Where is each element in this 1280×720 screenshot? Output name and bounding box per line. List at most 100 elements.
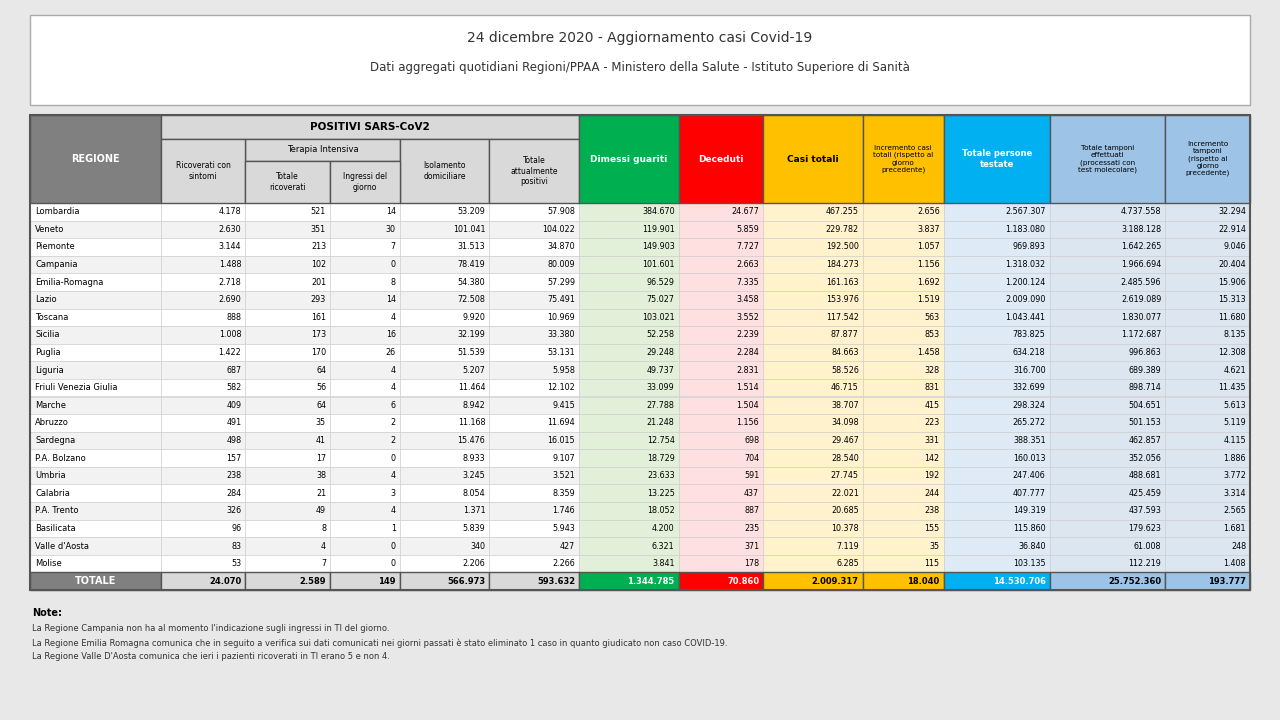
Bar xyxy=(246,326,330,343)
Text: 969.893: 969.893 xyxy=(1012,243,1046,251)
Bar xyxy=(678,115,763,203)
Text: Marche: Marche xyxy=(35,401,67,410)
Text: 1.746: 1.746 xyxy=(553,506,575,516)
Text: Totale persone
testate: Totale persone testate xyxy=(961,149,1032,168)
Bar xyxy=(330,361,399,379)
Text: 53.131: 53.131 xyxy=(548,348,575,357)
Bar xyxy=(1165,291,1251,309)
Bar xyxy=(678,256,763,274)
Bar xyxy=(246,291,330,309)
Text: 4: 4 xyxy=(321,541,326,551)
Bar xyxy=(1165,256,1251,274)
Text: 831: 831 xyxy=(924,383,940,392)
Text: 332.699: 332.699 xyxy=(1012,383,1046,392)
Text: Incremento casi
totali (rispetto al
giorno
precedente): Incremento casi totali (rispetto al gior… xyxy=(873,145,933,173)
Text: 103.021: 103.021 xyxy=(643,313,675,322)
Bar xyxy=(489,485,579,502)
Bar xyxy=(399,397,489,414)
Text: 498: 498 xyxy=(227,436,242,445)
Text: 1.488: 1.488 xyxy=(219,260,242,269)
Text: 15.906: 15.906 xyxy=(1219,278,1245,287)
Text: 689.389: 689.389 xyxy=(1129,366,1161,374)
Text: 1.183.080: 1.183.080 xyxy=(1006,225,1046,234)
Bar xyxy=(161,467,246,485)
Text: 2.009.317: 2.009.317 xyxy=(812,577,859,585)
Text: 8.933: 8.933 xyxy=(463,454,485,462)
Bar xyxy=(1165,274,1251,291)
Bar xyxy=(943,379,1050,397)
Bar xyxy=(579,326,678,343)
Text: 1.371: 1.371 xyxy=(463,506,485,516)
Text: 49.737: 49.737 xyxy=(646,366,675,374)
Text: La Regione Valle D'Aosta comunica che ieri i pazienti ricoverati in TI erano 5 e: La Regione Valle D'Aosta comunica che ie… xyxy=(32,652,390,661)
Bar xyxy=(763,449,863,467)
Bar xyxy=(863,220,943,238)
Text: 4.115: 4.115 xyxy=(1224,436,1245,445)
Text: 491: 491 xyxy=(227,418,242,428)
Bar xyxy=(943,326,1050,343)
Text: 1.886: 1.886 xyxy=(1224,454,1245,462)
Text: 192.500: 192.500 xyxy=(826,243,859,251)
Text: 244: 244 xyxy=(924,489,940,498)
Bar xyxy=(579,379,678,397)
Text: 14: 14 xyxy=(385,207,396,216)
Bar xyxy=(863,520,943,537)
Bar xyxy=(678,238,763,256)
Bar xyxy=(489,291,579,309)
Bar xyxy=(489,361,579,379)
Text: 3.552: 3.552 xyxy=(736,313,759,322)
Bar xyxy=(246,203,330,220)
Bar xyxy=(1050,449,1165,467)
Bar xyxy=(763,432,863,449)
Text: 58.526: 58.526 xyxy=(831,366,859,374)
Bar xyxy=(579,414,678,432)
Text: 1.692: 1.692 xyxy=(916,278,940,287)
Bar xyxy=(489,555,579,572)
Text: 15.313: 15.313 xyxy=(1219,295,1245,305)
Bar xyxy=(763,520,863,537)
Text: 0: 0 xyxy=(390,454,396,462)
Text: 371: 371 xyxy=(744,541,759,551)
Text: 16.015: 16.015 xyxy=(548,436,575,445)
Text: 115: 115 xyxy=(924,559,940,568)
Text: P.A. Bolzano: P.A. Bolzano xyxy=(35,454,86,462)
Bar xyxy=(246,555,330,572)
Text: 437.593: 437.593 xyxy=(1129,506,1161,516)
Bar xyxy=(579,203,678,220)
Text: 2.690: 2.690 xyxy=(219,295,242,305)
Bar xyxy=(161,449,246,467)
Text: 53.209: 53.209 xyxy=(457,207,485,216)
Text: 425.459: 425.459 xyxy=(1129,489,1161,498)
Bar xyxy=(246,161,330,203)
Text: 783.825: 783.825 xyxy=(1012,330,1046,339)
Text: 161: 161 xyxy=(311,313,326,322)
Text: 35: 35 xyxy=(316,418,326,428)
Text: 70.860: 70.860 xyxy=(727,577,759,585)
Bar xyxy=(161,256,246,274)
Bar xyxy=(330,326,399,343)
Text: Ricoverati con
sintomi: Ricoverati con sintomi xyxy=(175,161,230,181)
Bar xyxy=(943,309,1050,326)
Text: 3: 3 xyxy=(390,489,396,498)
Bar xyxy=(1165,309,1251,326)
Text: 32.294: 32.294 xyxy=(1219,207,1245,216)
Bar xyxy=(943,520,1050,537)
Text: 192: 192 xyxy=(924,471,940,480)
Text: 1.504: 1.504 xyxy=(736,401,759,410)
Bar xyxy=(1050,238,1165,256)
Bar xyxy=(1165,449,1251,467)
Text: 284: 284 xyxy=(227,489,242,498)
Text: 83: 83 xyxy=(232,541,242,551)
Bar xyxy=(678,274,763,291)
Text: 22.914: 22.914 xyxy=(1219,225,1245,234)
Text: 101.601: 101.601 xyxy=(643,260,675,269)
Bar xyxy=(489,326,579,343)
Text: Valle d'Aosta: Valle d'Aosta xyxy=(35,541,90,551)
Bar xyxy=(399,537,489,555)
Text: 11.435: 11.435 xyxy=(1219,383,1245,392)
Text: La Regione Emilia Romagna comunica che in seguito a verifica sui dati comunicati: La Regione Emilia Romagna comunica che i… xyxy=(32,638,727,647)
Bar xyxy=(489,274,579,291)
Text: 51.539: 51.539 xyxy=(457,348,485,357)
Text: 2.831: 2.831 xyxy=(736,366,759,374)
Text: 12.754: 12.754 xyxy=(646,436,675,445)
